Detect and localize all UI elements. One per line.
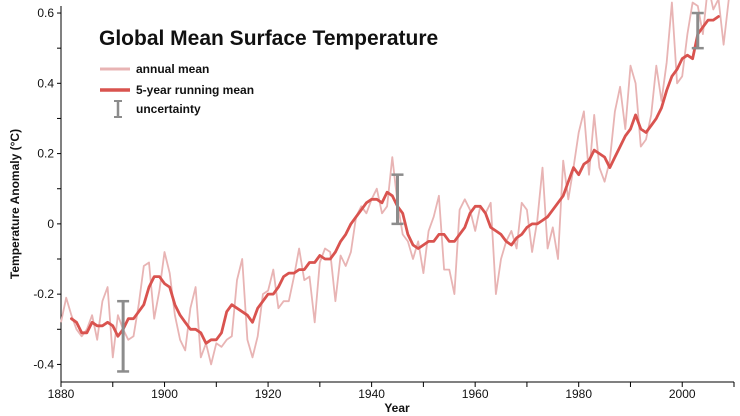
x-axis-title: Year xyxy=(384,401,410,415)
y-axis-title: Temperature Anomaly (°C) xyxy=(8,129,22,279)
running-mean-line xyxy=(70,15,720,345)
y-tick-label: 0.6 xyxy=(37,6,54,20)
y-tick-label: 0 xyxy=(47,217,54,231)
axes-layer: 1880 1900 1920 1940 1960 1980 2000 -0.4 -0.2 0 0.… xyxy=(33,6,735,401)
x-tick-label: 1920 xyxy=(255,387,282,401)
legend: annual mean 5-year running mean uncertai… xyxy=(100,62,254,118)
plot-layer xyxy=(60,0,730,373)
x-tick-label: 1880 xyxy=(48,387,75,401)
x-tick-label: 1980 xyxy=(565,387,592,401)
uncertainty-bar xyxy=(117,299,130,373)
uncertainty-bar xyxy=(691,11,704,50)
y-ticks: -0.4 -0.2 0 0.2 0.4 0.6 xyxy=(33,6,61,371)
legend-annual-label: annual mean xyxy=(136,62,209,76)
annual-mean-line xyxy=(60,0,730,366)
y-tick-label: -0.2 xyxy=(33,287,54,301)
x-tick-label: 1960 xyxy=(462,387,489,401)
x-ticks: 1880 1900 1920 1940 1960 1980 2000 xyxy=(48,382,735,401)
legend-uncertainty-label: uncertainty xyxy=(136,102,201,116)
legend-uncertainty-swatch xyxy=(114,100,122,118)
y-tick-label: -0.4 xyxy=(33,357,54,371)
chart-title: Global Mean Surface Temperature xyxy=(99,27,438,50)
uncertainty-bar xyxy=(391,173,404,226)
x-tick-label: 1900 xyxy=(151,387,178,401)
legend-running-label: 5-year running mean xyxy=(136,83,254,97)
y-tick-label: 0.4 xyxy=(37,76,54,90)
y-tick-label: 0.2 xyxy=(37,147,54,161)
x-tick-label: 1940 xyxy=(358,387,385,401)
x-tick-label: 2000 xyxy=(669,387,696,401)
